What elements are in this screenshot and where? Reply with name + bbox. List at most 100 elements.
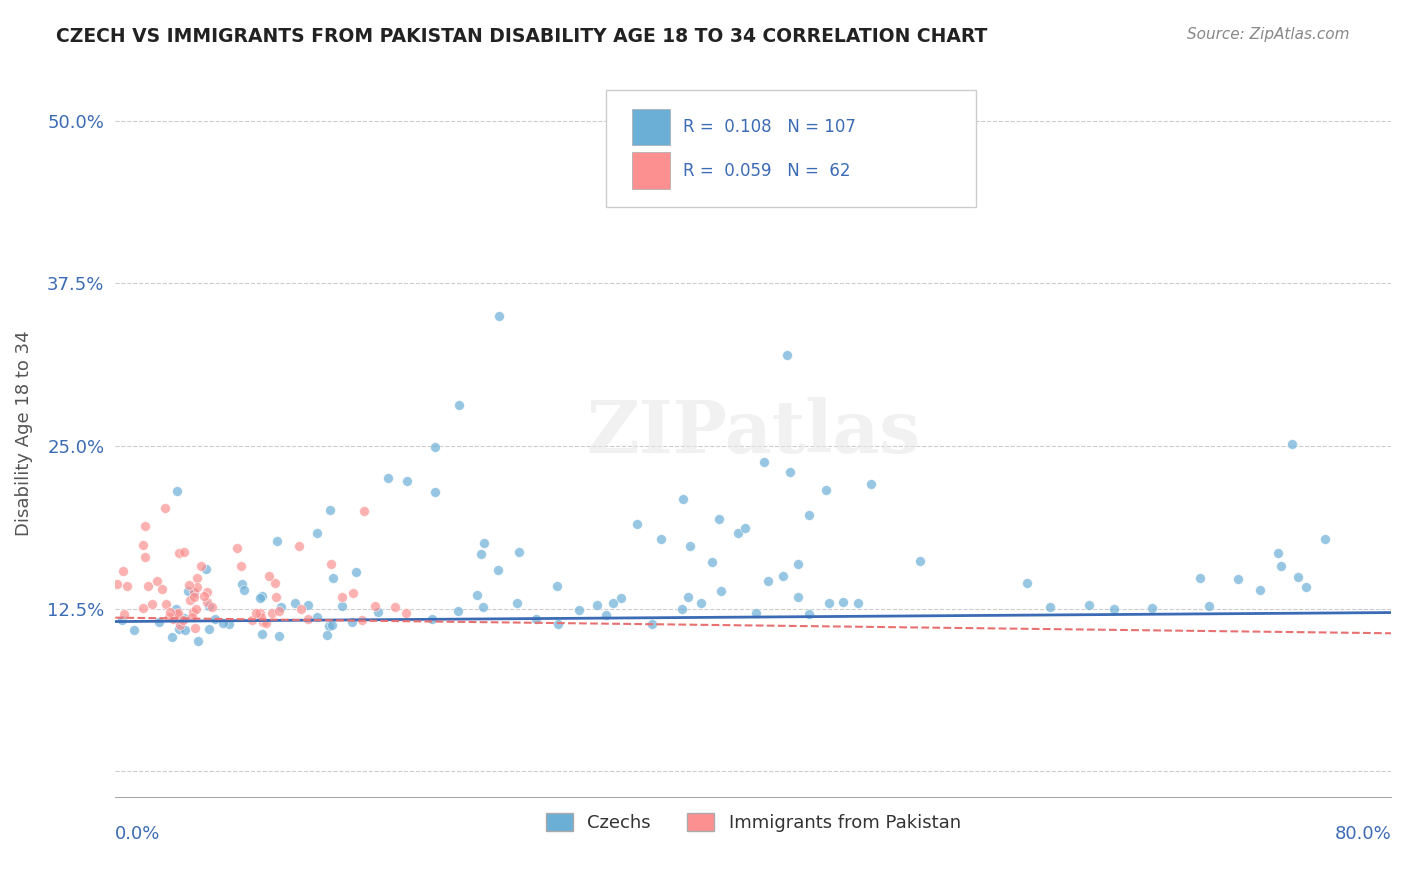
Czechs <box>526 612 548 626</box>
Immigrants from Pakistan <box>162 612 184 626</box>
Czechs <box>173 623 195 637</box>
Text: CZECH VS IMMIGRANTS FROM PAKISTAN DISABILITY AGE 18 TO 34 CORRELATION CHART: CZECH VS IMMIGRANTS FROM PAKISTAN DISABI… <box>56 27 987 45</box>
Immigrants from Pakistan <box>186 580 208 594</box>
Czechs <box>250 627 273 641</box>
Immigrants from Pakistan <box>181 605 204 619</box>
Czechs <box>787 558 810 572</box>
Czechs <box>321 617 343 632</box>
Czechs <box>910 554 932 568</box>
Czechs <box>547 617 569 632</box>
Immigrants from Pakistan <box>342 586 364 600</box>
Czechs <box>471 600 494 615</box>
Czechs <box>1189 572 1212 586</box>
Czechs <box>650 533 672 547</box>
Czechs <box>1249 583 1271 598</box>
Czechs <box>183 586 205 600</box>
Czechs <box>177 584 200 599</box>
Czechs <box>269 629 291 643</box>
Czechs <box>194 562 217 576</box>
Czechs <box>1295 580 1317 594</box>
Immigrants from Pakistan <box>290 602 312 616</box>
Immigrants from Pakistan <box>252 615 274 630</box>
Immigrants from Pakistan <box>173 545 195 559</box>
Immigrants from Pakistan <box>157 609 180 624</box>
Immigrants from Pakistan <box>153 501 176 516</box>
Czechs <box>218 616 240 631</box>
Czechs <box>319 503 342 517</box>
Immigrants from Pakistan <box>395 607 418 621</box>
Czechs <box>641 616 664 631</box>
Czechs <box>204 612 226 626</box>
Czechs <box>165 601 187 615</box>
Bar <box>633 109 671 145</box>
Czechs <box>249 591 271 606</box>
Immigrants from Pakistan <box>190 559 212 574</box>
Text: R =  0.108   N = 107: R = 0.108 N = 107 <box>683 118 856 136</box>
Immigrants from Pakistan <box>134 550 156 565</box>
Immigrants from Pakistan <box>112 607 135 622</box>
Immigrants from Pakistan <box>115 579 138 593</box>
Czechs <box>1039 600 1062 615</box>
Immigrants from Pakistan <box>254 615 277 630</box>
Czechs <box>832 595 855 609</box>
Czechs <box>846 596 869 610</box>
Immigrants from Pakistan <box>257 569 280 583</box>
Czechs <box>1227 573 1250 587</box>
Immigrants from Pakistan <box>297 612 319 626</box>
Czechs <box>508 545 530 559</box>
Immigrants from Pakistan <box>195 585 218 599</box>
Immigrants from Pakistan <box>229 558 252 573</box>
Czechs <box>506 596 529 610</box>
Immigrants from Pakistan <box>166 607 188 621</box>
Czechs <box>342 615 364 629</box>
Immigrants from Pakistan <box>267 604 290 618</box>
Czechs <box>367 605 389 619</box>
Immigrants from Pakistan <box>183 590 205 604</box>
Immigrants from Pakistan <box>288 539 311 553</box>
Immigrants from Pakistan <box>183 584 205 599</box>
Czechs <box>377 471 399 485</box>
Immigrants from Pakistan <box>150 582 173 596</box>
Immigrants from Pakistan <box>141 597 163 611</box>
Czechs <box>187 633 209 648</box>
Czechs <box>447 604 470 618</box>
Czechs <box>568 603 591 617</box>
Czechs <box>233 583 256 598</box>
Czechs <box>602 595 624 609</box>
Czechs <box>546 579 568 593</box>
Immigrants from Pakistan <box>172 613 194 627</box>
Czechs <box>626 517 648 532</box>
Text: Source: ZipAtlas.com: Source: ZipAtlas.com <box>1187 27 1350 42</box>
Czechs <box>1270 558 1292 573</box>
Immigrants from Pakistan <box>169 618 191 632</box>
Czechs <box>671 602 693 616</box>
Czechs <box>799 508 821 522</box>
Immigrants from Pakistan <box>201 599 224 614</box>
Czechs <box>173 611 195 625</box>
Czechs <box>211 616 233 631</box>
Czechs <box>1102 602 1125 616</box>
Immigrants from Pakistan <box>353 503 375 517</box>
Czechs <box>270 599 292 614</box>
Czechs <box>160 630 183 644</box>
FancyBboxPatch shape <box>606 90 976 207</box>
Czechs <box>231 576 253 591</box>
Czechs <box>758 574 780 588</box>
Czechs <box>166 484 188 499</box>
Czechs <box>197 599 219 614</box>
Czechs <box>1313 532 1336 546</box>
Czechs <box>817 596 839 610</box>
Immigrants from Pakistan <box>167 546 190 560</box>
Czechs <box>815 483 838 497</box>
Czechs <box>610 591 633 606</box>
Czechs <box>1140 600 1163 615</box>
Czechs <box>776 348 799 362</box>
Czechs <box>585 599 607 613</box>
Czechs <box>297 598 319 612</box>
Czechs <box>1078 599 1101 613</box>
Legend: Czechs, Immigrants from Pakistan: Czechs, Immigrants from Pakistan <box>538 805 967 839</box>
Czechs <box>425 485 447 500</box>
Immigrants from Pakistan <box>384 600 406 615</box>
Czechs <box>1198 599 1220 614</box>
Czechs <box>344 565 367 579</box>
